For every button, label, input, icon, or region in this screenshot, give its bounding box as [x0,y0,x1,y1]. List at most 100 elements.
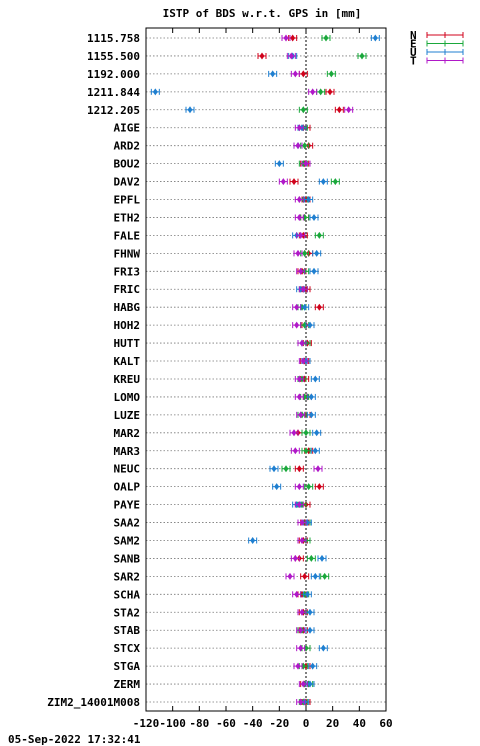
point-u [310,572,320,580]
point-e [321,34,331,42]
row-label: HUTT [114,337,141,350]
point-u [312,429,322,437]
row-label: KREU [114,373,141,386]
row-label: FHNW [114,247,141,260]
point-e [330,178,340,186]
row-label: ARD2 [114,140,141,153]
point-n [314,483,324,491]
point-t [296,626,306,634]
point-e [301,447,311,455]
row-label: SAM2 [114,534,141,547]
row-label: AIGE [114,122,141,135]
legend-label: N [410,29,417,42]
point-t [298,357,308,365]
point-n [300,572,310,580]
row-label: OALP [114,481,141,494]
row-label: LUZE [114,409,141,422]
point-t [297,608,307,616]
point-t [294,483,304,491]
row-label: MAR3 [114,445,141,458]
point-t [294,124,304,132]
x-tick-label: -100 [159,717,186,730]
point-u [305,321,315,329]
point-u [310,375,320,383]
point-t [290,70,300,78]
point-n [289,178,299,186]
row-label: SCHA [114,588,141,601]
row-label: SAR2 [114,570,141,583]
point-n [325,88,335,96]
point-e [298,106,308,114]
point-u [318,178,328,186]
row-label: 1212.205 [87,104,140,117]
point-u [272,483,282,491]
point-t [278,178,288,186]
point-u [308,662,318,670]
point-u [150,88,160,96]
point-u [248,536,258,544]
point-u [304,196,314,204]
x-axis-ticks: -120 -100 -80 -60 -40 -20 0 20 40 60 [133,28,393,730]
point-u [306,411,316,419]
row-label: 1211.844 [87,86,140,99]
point-u [309,267,319,275]
legend-label: T [410,55,417,68]
row-label: FALE [114,229,141,242]
point-e [326,70,336,78]
point-u [309,213,319,221]
legend-item-e: E [410,38,464,51]
x-tick-label: -120 [133,717,160,730]
point-e [281,465,291,473]
point-u [310,447,320,455]
x-tick-label: -40 [243,717,263,730]
point-u [318,644,328,652]
point-n [257,52,267,60]
plot-frame [145,27,387,712]
point-t [344,106,354,114]
legend-item-t: T [410,55,464,68]
row-label: FRI3 [114,265,141,278]
point-e [306,554,316,562]
point-t [292,590,302,598]
point-t [297,339,307,347]
row-label: SAA2 [114,517,141,530]
point-u [306,393,316,401]
point-e [316,88,326,96]
plot-border [145,27,387,712]
point-e [304,483,314,491]
row-label: STAB [114,624,141,637]
x-tick-label: 0 [303,717,310,730]
point-u [370,34,380,42]
point-t [281,34,291,42]
point-t [298,680,308,688]
point-t [294,196,304,204]
point-u [185,106,195,114]
point-t [292,321,302,329]
point-t [290,554,300,562]
legend-item-n: N [410,29,464,42]
row-label: 1192.000 [87,68,140,81]
x-tick-label: -60 [216,717,236,730]
point-t [297,536,307,544]
point-u [317,554,327,562]
footer-timestamp: 05-Sep-2022 17:32:41 [8,733,141,746]
point-e [301,429,311,437]
point-t [296,698,306,706]
point-t [296,231,306,239]
row-labels: 1115.758 1155.500 1192.000 1211.844 1212.205… [47,32,140,709]
point-t [289,429,299,437]
row-label: STCX [114,642,141,655]
row-label: 1115.758 [87,32,140,45]
row-label: ZERM [114,678,141,691]
row-label: PAYE [114,499,141,512]
row-label: STA2 [114,606,141,619]
x-tick-label: 60 [379,717,392,730]
point-t [292,303,302,311]
row-label: ETH2 [114,211,141,224]
point-t [293,142,303,150]
data-points [150,34,380,706]
x-tick-label: 40 [353,717,366,730]
point-u [274,160,284,168]
row-label: HABG [114,301,141,314]
